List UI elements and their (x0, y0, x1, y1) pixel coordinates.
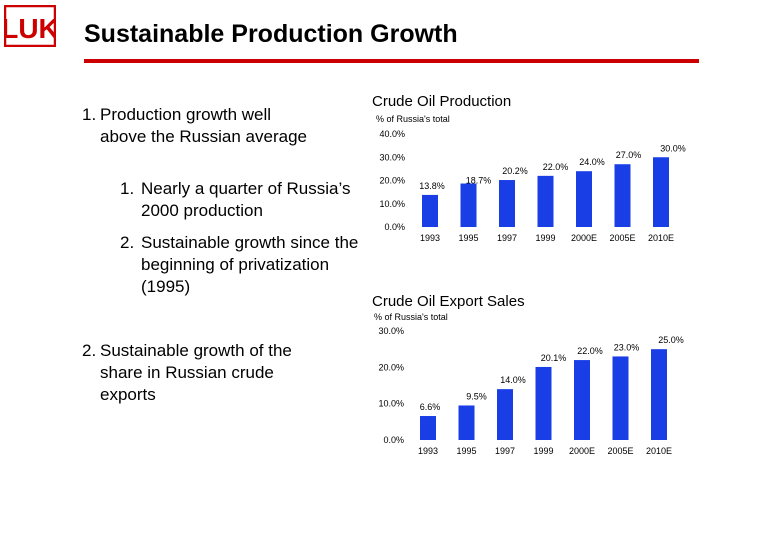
production-chart-title: Crude Oil Production (372, 93, 512, 110)
production-value-label: 30.0% (660, 143, 686, 153)
production-bar (653, 157, 669, 227)
production-category-label: 2000E (571, 233, 597, 243)
export-chart-subtitle: % of Russia's total (374, 312, 448, 322)
production-value-label: 13.8% (419, 181, 445, 191)
bullet-1-2: 2. Sustainable growth since the beginnin… (120, 232, 360, 298)
bullet-1-text: Production growth well above the Russian… (100, 105, 307, 146)
bullet-1-1-number: 1. (120, 179, 135, 198)
production-ytick-label: 0.0% (384, 222, 405, 232)
production-category-label: 1993 (420, 233, 440, 243)
production-ytick-label: 30.0% (379, 152, 405, 162)
production-value-label: 24.0% (579, 157, 605, 167)
production-chart-subtitle: % of Russia's total (376, 114, 450, 124)
production-ytick-label: 40.0% (379, 129, 405, 139)
lukoil-logo: LUK (4, 5, 56, 47)
production-value-label: 20.2% (502, 166, 528, 176)
bullet-1-1-text: Nearly a quarter of Russia’s 2000 produc… (141, 179, 351, 220)
bullet-2-text: Sustainable growth of the share in Russi… (100, 341, 292, 404)
bullet-1-1: 1. Nearly a quarter of Russia’s 2000 pro… (120, 178, 360, 222)
production-ytick-label: 10.0% (379, 199, 405, 209)
production-bar (460, 183, 477, 227)
bullet-1-number: 1. (82, 105, 97, 124)
bullet-1-2-number: 2. (120, 233, 135, 252)
bullet-1: 1. Production growth well above the Russ… (82, 104, 322, 148)
production-category-label: 1999 (535, 233, 555, 243)
production-ytick-label: 20.0% (379, 176, 405, 186)
export-chart-title: Crude Oil Export Sales (372, 293, 525, 310)
production-value-label: 22.0% (543, 162, 569, 172)
logo-text: LUK (4, 13, 56, 44)
production-bar (614, 164, 631, 227)
production-bar (576, 171, 592, 227)
bullet-2-number: 2. (82, 341, 97, 360)
production-category-label: 1995 (458, 233, 478, 243)
bullet-2: 2. Sustainable growth of the share in Ru… (82, 340, 322, 406)
production-value-label: 18.7% (466, 176, 492, 186)
production-bar (537, 175, 554, 227)
page-title: Sustainable Production Growth (84, 20, 458, 48)
production-bar (499, 180, 515, 227)
bullet-1-2-text: Sustainable growth since the beginning o… (141, 233, 359, 296)
title-divider (84, 59, 699, 63)
production-category-label: 2010E (648, 233, 674, 243)
production-category-label: 2005E (609, 233, 635, 243)
production-bar (422, 194, 438, 227)
production-value-label: 27.0% (616, 150, 642, 160)
production-category-label: 1997 (497, 233, 517, 243)
